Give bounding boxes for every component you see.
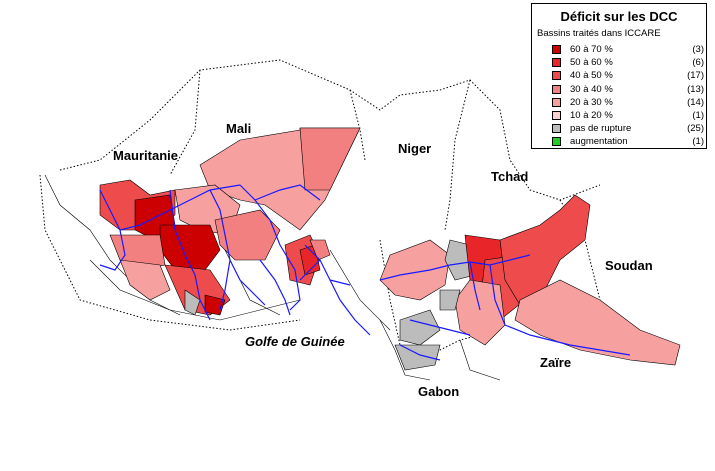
legend-title: Déficit sur les DCC — [560, 9, 678, 24]
legend-swatch — [552, 84, 561, 94]
label-gabon: Gabon — [418, 384, 459, 399]
legend-box: Déficit sur les DCC Bassins traités dans… — [531, 3, 707, 149]
legend-count: (25) — [687, 123, 704, 135]
legend-label: 50 à 60 % — [570, 57, 613, 69]
legend-item: 50 à 60 % (6) — [552, 57, 704, 68]
legend-swatch — [552, 137, 561, 147]
legend-label: 30 à 40 % — [570, 83, 613, 95]
label-golfe: Golfe de Guinée — [245, 334, 345, 349]
basins-central — [379, 194, 681, 371]
legend-label: pas de rupture — [570, 123, 632, 135]
legend-label: 20 à 30 % — [570, 96, 613, 108]
legend-count: (6) — [692, 57, 704, 69]
legend-count: (17) — [687, 70, 704, 82]
legend-item: augmentation (1) — [552, 136, 704, 147]
legend-count: (1) — [692, 110, 704, 121]
basins-west — [99, 127, 361, 316]
label-mauritanie: Mauritanie — [113, 148, 178, 163]
label-niger: Niger — [398, 141, 431, 156]
legend-label: 40 à 50 % — [570, 70, 613, 82]
label-soudan: Soudan — [605, 258, 653, 273]
legend-label: augmentation — [570, 136, 628, 148]
legend-item: 20 à 30 % (14) — [552, 97, 704, 108]
legend-item: 10 à 20 % (1) — [552, 110, 704, 121]
legend-swatch — [552, 45, 561, 54]
legend-swatch — [552, 124, 561, 134]
legend-item: 30 à 40 % (13) — [552, 84, 704, 95]
legend-swatch — [552, 97, 561, 107]
legend-swatch — [552, 58, 561, 68]
legend-count: (14) — [687, 96, 704, 108]
legend-count: (13) — [687, 83, 704, 95]
legend-subtitle: Bassins traités dans ICCARE — [537, 28, 661, 39]
country-labels: Mauritanie Mali Niger Tchad Soudan Golfe… — [113, 121, 653, 399]
label-mali: Mali — [226, 121, 251, 136]
rivers — [99, 184, 631, 361]
legend-item: 40 à 50 % (17) — [552, 70, 704, 81]
legend-count: (1) — [692, 136, 704, 148]
label-tchad: Tchad — [491, 169, 528, 184]
legend-item: pas de rupture (25) — [552, 123, 704, 134]
legend-label: 10 à 20 % — [570, 110, 613, 121]
legend-label: 60 à 70 % — [570, 44, 613, 55]
legend-item: 60 à 70 % (3) — [552, 44, 704, 55]
legend-count: (3) — [692, 44, 704, 55]
label-zaire: Zaïre — [540, 355, 571, 370]
legend-swatch — [552, 71, 561, 81]
legend-swatch — [552, 111, 561, 120]
